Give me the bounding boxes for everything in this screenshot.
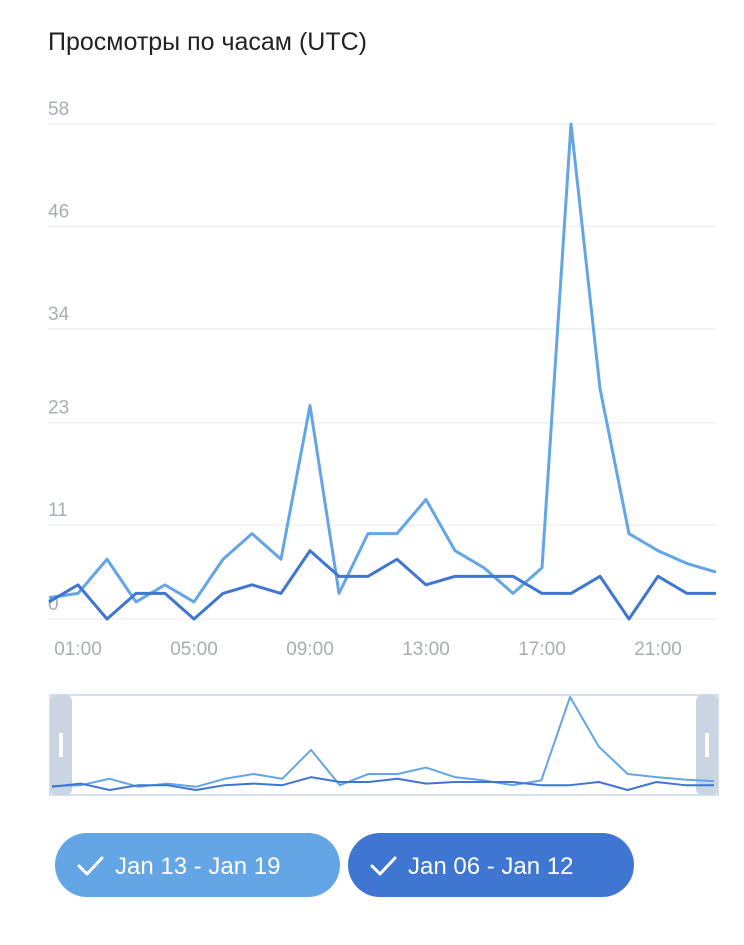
series-line: [48, 122, 717, 604]
check-icon: [370, 856, 397, 876]
x-tick-label: 13:00: [402, 639, 450, 660]
legend-label: Jan 06 - Jan 12: [408, 853, 573, 880]
navigator-line: [51, 696, 715, 788]
y-tick-label: 34: [48, 304, 70, 325]
check-icon: [77, 856, 104, 876]
chart-title: Просмотры по часам (UTC): [48, 28, 367, 56]
legend-pill: [348, 833, 634, 897]
x-tick-label: 21:00: [634, 639, 682, 660]
y-tick-label: 11: [48, 500, 68, 521]
x-tick-label: 09:00: [286, 639, 334, 660]
navigator-line: [51, 776, 714, 791]
handle-grip: [59, 733, 63, 757]
handle-grip: [705, 733, 709, 757]
y-tick-label: 0: [48, 594, 59, 615]
y-tick-label: 58: [48, 99, 69, 120]
legend-pill: [55, 833, 340, 897]
x-tick-label: 05:00: [170, 639, 218, 660]
y-tick-label: 46: [48, 201, 69, 222]
x-tick-label: 17:00: [518, 639, 566, 660]
y-tick-label: 23: [48, 398, 69, 419]
x-tick-label: 01:00: [54, 639, 102, 660]
navigator[interactable]: [49, 694, 719, 796]
legend-toggle[interactable]: Jan 13 - Jan 19: [55, 833, 340, 897]
legend-label: Jan 13 - Jan 19: [115, 853, 280, 880]
legend-toggle[interactable]: Jan 06 - Jan 12: [348, 833, 634, 897]
series-line: [48, 549, 716, 621]
